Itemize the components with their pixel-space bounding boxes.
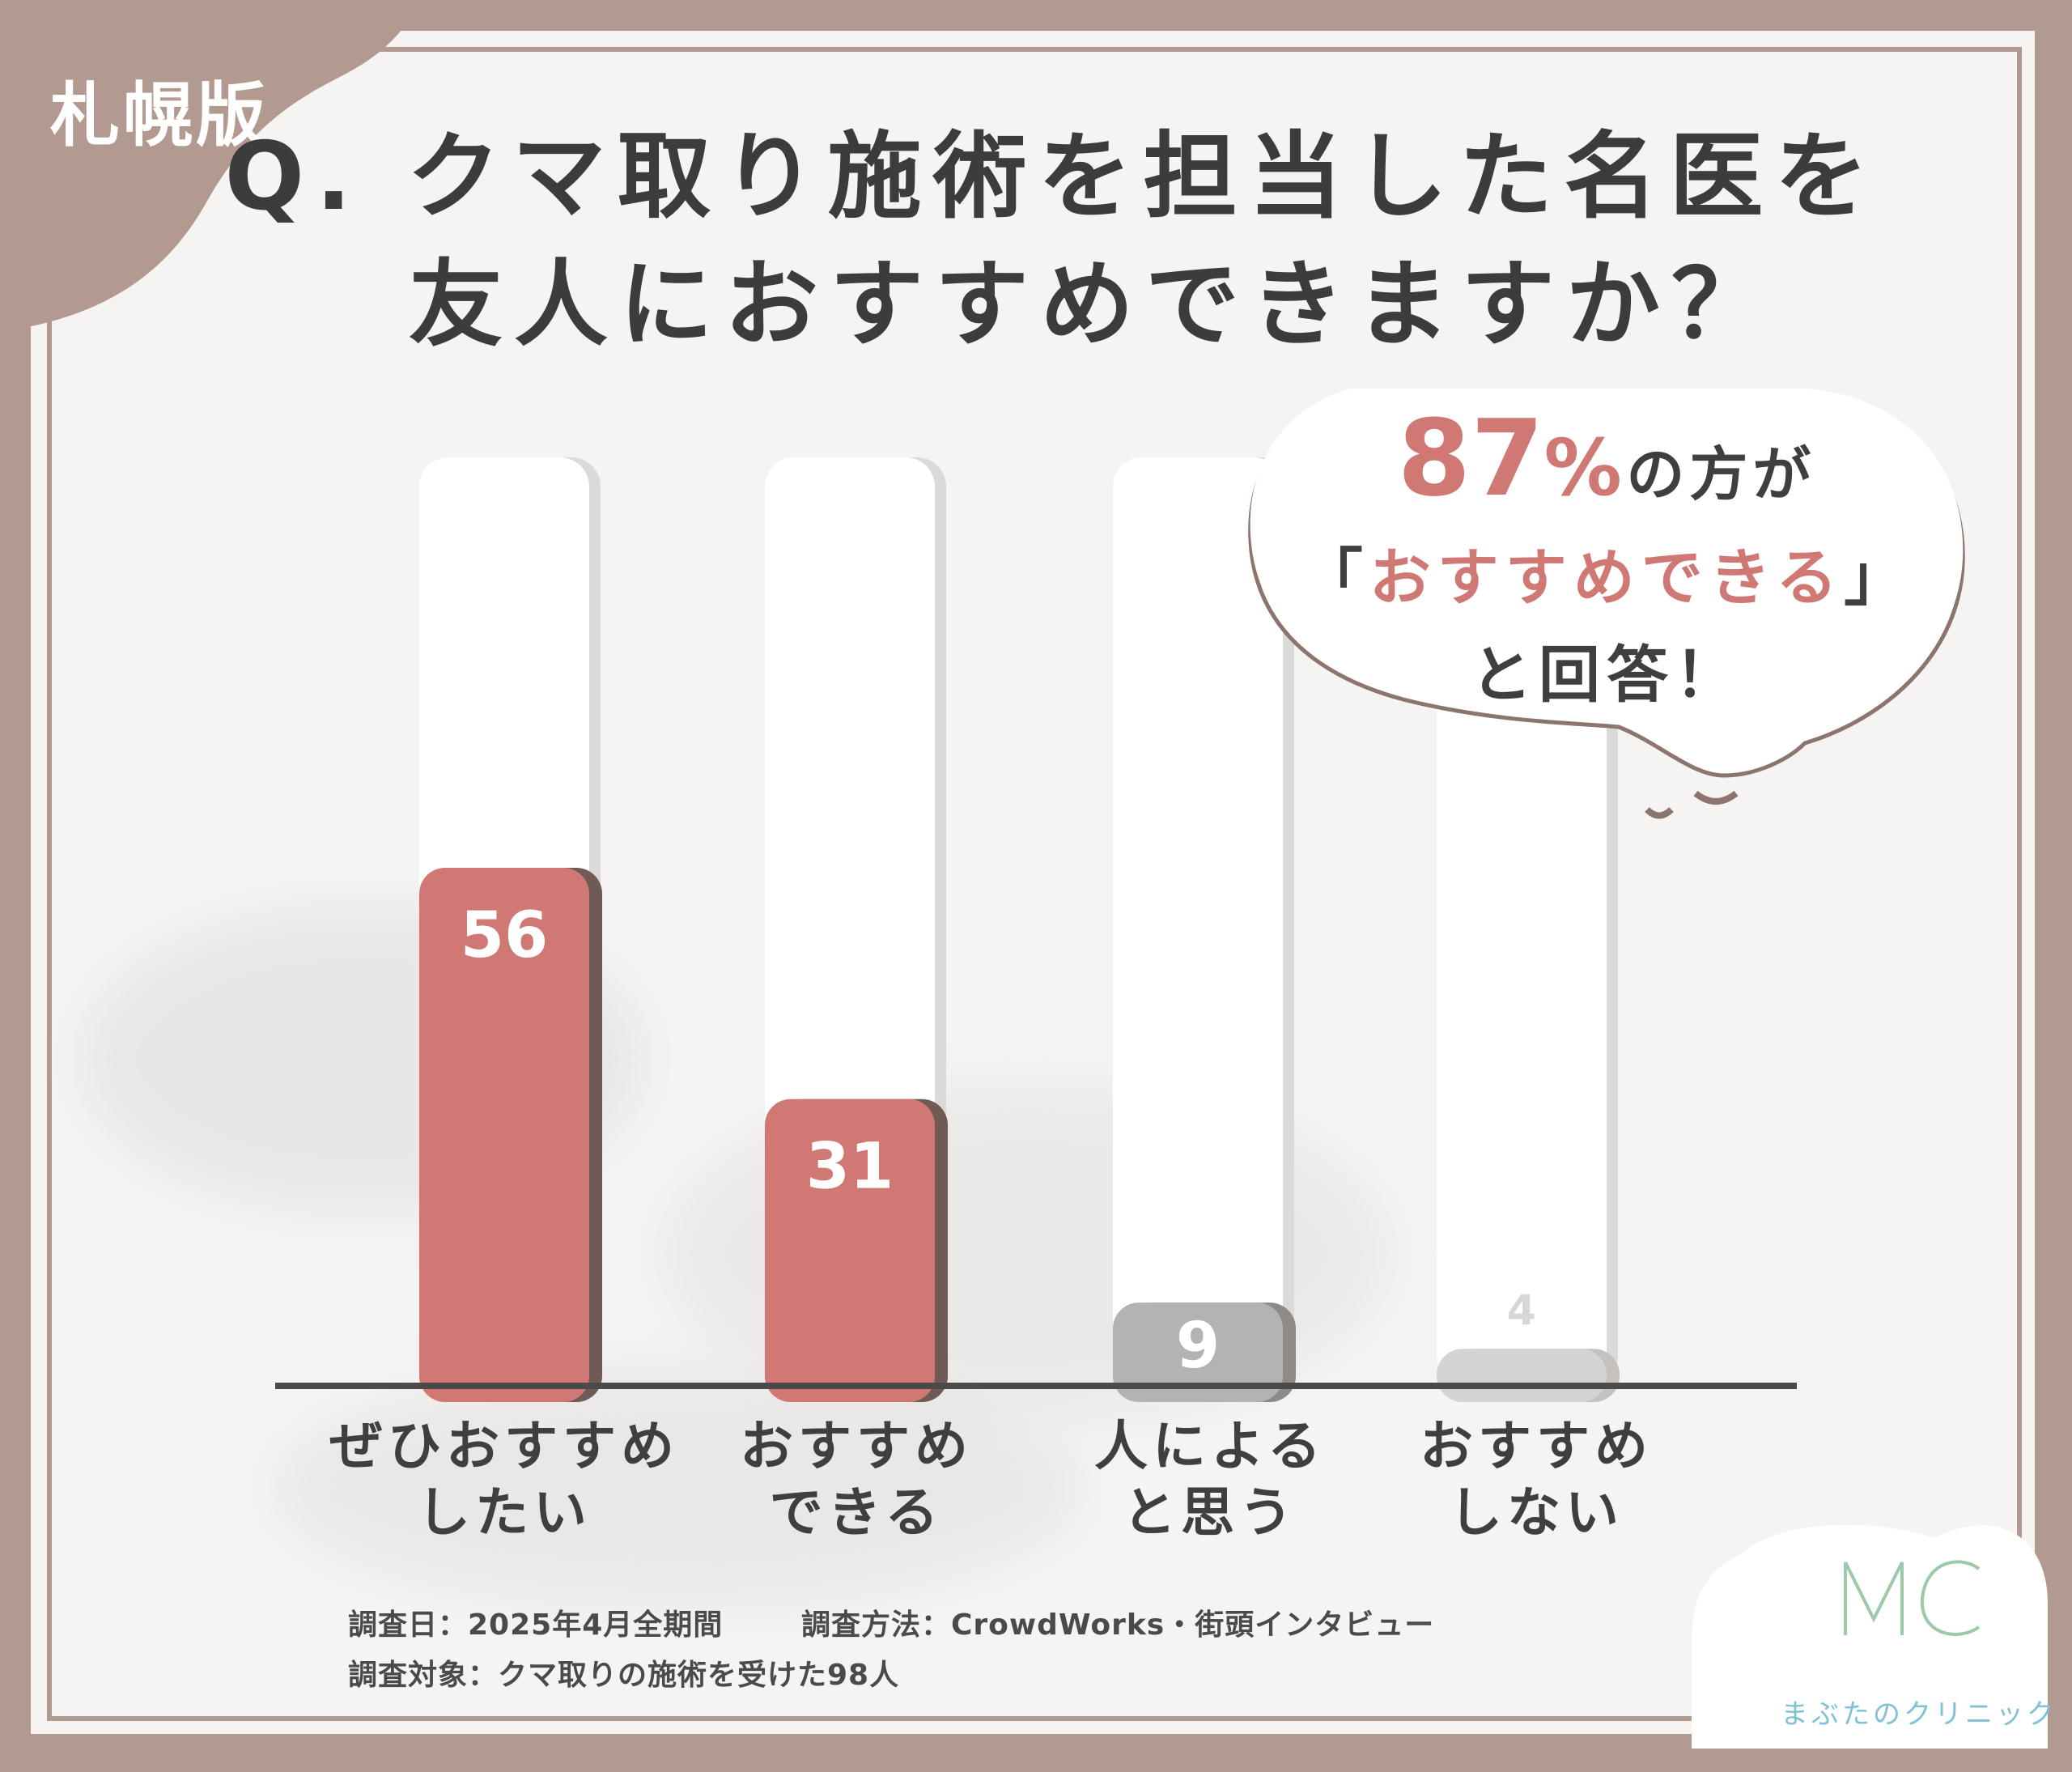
- category-label-line: したい: [417, 1481, 592, 1544]
- bars: [419, 868, 1620, 1402]
- bar: [1113, 1302, 1283, 1402]
- background-shadow: [274, 1366, 1083, 1609]
- callout-line1: 87% の方が: [1263, 397, 1951, 520]
- inner-border: [47, 47, 2022, 1721]
- category-label: おすすめ しない: [1350, 1413, 1722, 1546]
- callout-open-bracket: 「: [1301, 542, 1369, 614]
- category-label-line: おすすめ: [1420, 1415, 1653, 1477]
- callout-line2: 「おすすめできる」: [1263, 528, 1951, 617]
- bar-value-label: 4: [1507, 1286, 1536, 1335]
- bar: [419, 868, 589, 1402]
- region-label: 札幌版: [50, 75, 269, 156]
- value-labels: 56 31 9 4: [461, 899, 1536, 1383]
- survey-date: 調査日：2025年4月全期間: [348, 1608, 724, 1642]
- category-label-line: しない: [1449, 1481, 1624, 1544]
- survey-subjects: 調査対象：クマ取りの施術を受けた98人: [348, 1659, 900, 1692]
- callout-text: 87% の方が 「おすすめできる」 と回答！: [1263, 397, 1951, 714]
- bar-value-label: 56: [461, 899, 549, 972]
- bar-track: [1113, 457, 1283, 1386]
- bar: [1437, 1349, 1607, 1402]
- callout-percent: 87: [1397, 397, 1544, 520]
- bar-value-label: 9: [1176, 1310, 1220, 1383]
- category-label-line: できる: [769, 1481, 944, 1544]
- logo-name: まぶたのクリニック: [1781, 1698, 2057, 1731]
- category-label: 人による と思う: [1024, 1413, 1396, 1546]
- callout-percent-unit: %: [1543, 423, 1622, 513]
- logo-background: [1692, 1524, 2048, 1749]
- category-label-line: おすすめ: [740, 1415, 973, 1477]
- callout-highlight: おすすめできる: [1369, 542, 1845, 614]
- corner-badge: [0, 0, 421, 332]
- category-label-line: 人による: [1093, 1415, 1327, 1477]
- bar-value-label: 31: [806, 1131, 894, 1204]
- callout-close-bracket: 」: [1844, 542, 1913, 614]
- logo-monogram: [1844, 1560, 1981, 1636]
- survey-method: 調査方法：CrowdWorks・街頭インタビュー: [801, 1608, 1435, 1642]
- callout-line1-tail: の方が: [1626, 440, 1816, 508]
- speech-bubble: [1248, 389, 1965, 819]
- question-title-line2: 友人におすすめできますか？: [409, 250, 1777, 359]
- question-title: Q. クマ取り施術を担当した名医を 友人におすすめできますか？: [0, 113, 2072, 369]
- category-label: おすすめ できる: [670, 1413, 1042, 1546]
- category-label: ぜひおすすめ したい: [318, 1413, 690, 1546]
- question-title-line1: Q. クマ取り施術を担当した名医を: [224, 122, 1880, 232]
- bar: [765, 1098, 935, 1402]
- callout-line3: と回答！: [1471, 639, 1743, 711]
- category-label-line: と思う: [1123, 1481, 1297, 1544]
- category-label-line: ぜひおすすめ: [329, 1415, 679, 1477]
